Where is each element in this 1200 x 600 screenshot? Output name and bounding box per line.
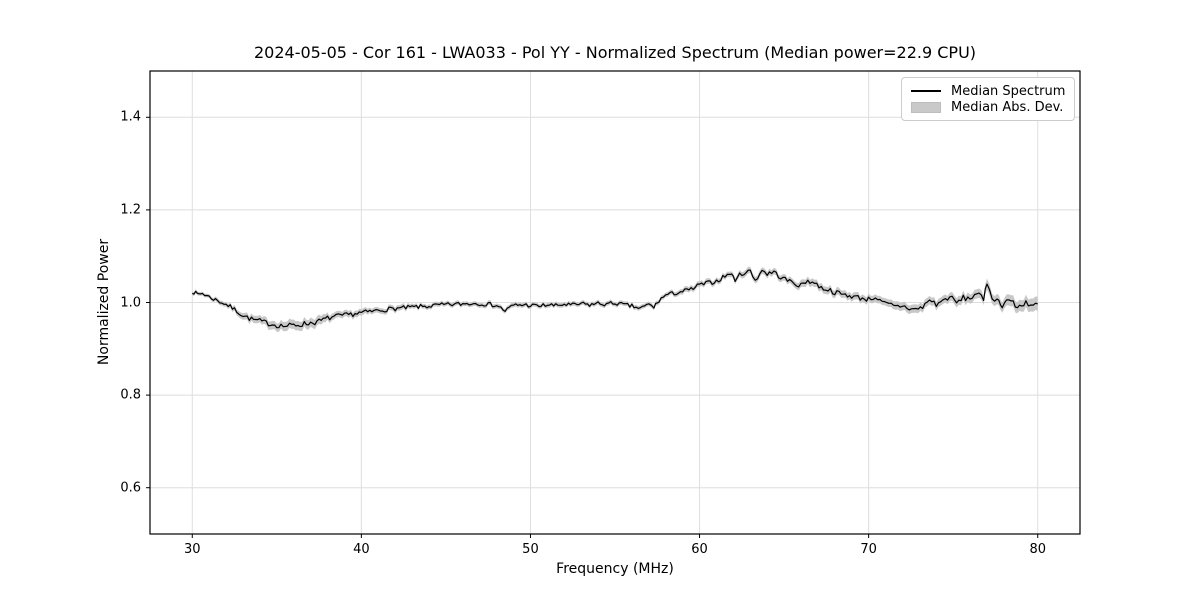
- x-tick-label: 30: [183, 542, 201, 557]
- x-tick-label: 80: [1029, 542, 1046, 557]
- y-tick-label: 0.8: [120, 387, 141, 403]
- y-tick-label: 1.0: [120, 295, 141, 310]
- y-tick-label: 1.2: [120, 202, 141, 218]
- mad-band: [192, 266, 1038, 332]
- x-tick-label: 70: [860, 542, 877, 557]
- x-tick-label: 60: [691, 542, 708, 557]
- axis-ticks: [146, 116, 1039, 538]
- legend-item-median-spectrum: Median Spectrum: [911, 83, 1065, 99]
- y-tick-label: 1.4: [120, 109, 141, 125]
- y-axis-label: Normalized Power: [96, 238, 112, 366]
- median-abs-dev-patch-swatch: [911, 101, 941, 113]
- legend-label-median-spectrum: Median Spectrum: [951, 83, 1066, 99]
- legend: Median Spectrum Median Abs. Dev.: [901, 77, 1075, 121]
- legend-label-median-abs-dev: Median Abs. Dev.: [951, 99, 1064, 115]
- legend-item-median-abs-dev: Median Abs. Dev.: [911, 99, 1065, 115]
- x-tick-label: 40: [353, 542, 370, 557]
- chart-title: 2024-05-05 - Cor 161 - LWA033 - Pol YY -…: [253, 43, 977, 62]
- x-axis-label: Frequency (MHz): [556, 561, 674, 577]
- median-spectrum-line: [192, 269, 1038, 329]
- x-tick-label: 50: [522, 542, 539, 557]
- median-spectrum-line-swatch: [911, 90, 941, 92]
- y-tick-label: 0.6: [120, 480, 141, 496]
